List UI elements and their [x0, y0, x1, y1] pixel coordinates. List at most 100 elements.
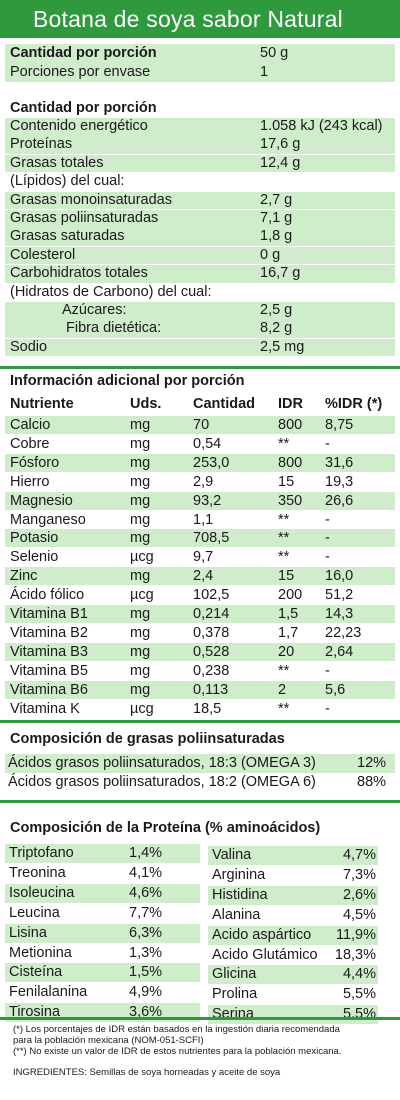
table-cell: mg — [130, 568, 151, 585]
table-cell: Zinc — [10, 568, 38, 585]
nutrition-row: (Hidratos de Carbono) del cual: — [5, 284, 395, 302]
table-cell: Vitamina B6 — [10, 681, 88, 698]
fat-label: Ácidos grasos poliinsaturados, 18:3 (OME… — [8, 755, 316, 771]
nutrient-value: 16,7 g — [260, 265, 301, 282]
table-cell: 800 — [278, 454, 303, 471]
nutrient-label: Fibra dietética: — [66, 320, 162, 337]
amino-value: 3,6% — [129, 1004, 163, 1021]
amino-row: Glicina 4,4% — [208, 965, 378, 985]
table-row: Vitamina B2 mg 0,378 1,7 22,23 — [5, 624, 395, 642]
amino-value: 1,5% — [129, 964, 163, 981]
table-cell: ** — [278, 662, 290, 679]
table-cell: Fósforo — [10, 454, 60, 471]
amino-name: Histidina — [212, 886, 268, 903]
table-cell: - — [325, 549, 330, 566]
nutrient-label: Colesterol — [10, 246, 76, 263]
table-cell: mg — [130, 417, 151, 433]
nutrition-row: Sodio 2,5 mg — [5, 338, 395, 357]
nutrient-label: (Hidratos de Carbono) del cual: — [10, 283, 212, 300]
amino-row: Serina 5,5% — [208, 1005, 378, 1025]
table-cell: 2,9 — [193, 473, 214, 490]
fat-label: Ácidos grasos poliinsaturados, 18:2 (OME… — [8, 774, 316, 790]
table-cell: 15 — [278, 473, 295, 490]
nutrition-row: Grasas saturadas 1,8 g — [5, 228, 395, 246]
table-cell: 2 — [278, 681, 287, 698]
amino-name: Serina — [212, 1006, 254, 1023]
nutrient-value: 8,2 g — [260, 320, 293, 337]
table-cell: 200 — [278, 587, 303, 604]
table-row: Magnesio mg 93,2 350 26,6 — [5, 491, 395, 510]
serving-value: 50 g — [260, 45, 289, 61]
table-cell: Calcio — [10, 417, 51, 433]
amino-row: Isoleucina 4,6% — [5, 883, 200, 903]
table-cell: 26,6 — [325, 492, 354, 509]
table-cell: 70 — [193, 417, 210, 433]
serving-row: Cantidad por porción 50 g — [5, 44, 395, 63]
nutrient-label: Sodio — [10, 338, 48, 355]
table-cell: - — [325, 511, 330, 528]
nutrition-row: Proteínas 17,6 g — [5, 136, 395, 154]
table-header: Nutriente Uds. Cantidad IDR %IDR (*) — [5, 395, 395, 414]
amino-value: 6,3% — [129, 924, 163, 941]
table-cell: Magnesio — [10, 492, 73, 509]
table-row: Vitamina B6 mg 0,113 2 5,6 — [5, 680, 395, 699]
table-cell: mg — [130, 454, 151, 471]
nutrient-label: Proteínas — [10, 136, 73, 153]
table-cell: 15 — [278, 568, 295, 585]
amino-name: Prolina — [212, 986, 258, 1003]
nutrient-value: 7,1 g — [260, 210, 293, 226]
table-cell: Ácido fólico — [10, 587, 85, 604]
serving-row: Porciones por envase 1 — [5, 63, 395, 82]
amino-value: 1,3% — [129, 944, 163, 961]
serving-value: 1 — [260, 64, 269, 80]
serving-label: Porciones por envase — [10, 64, 151, 80]
fat-row: Ácidos grasos poliinsaturados, 18:2 (OME… — [5, 773, 395, 792]
section-divider — [0, 1017, 400, 1020]
table-cell: 9,7 — [193, 549, 214, 566]
nutrient-label: Contenido energético — [10, 118, 148, 134]
table-row: Manganeso mg 1,1 ** - — [5, 511, 395, 529]
table-row: Fósforo mg 253,0 800 31,6 — [5, 453, 395, 472]
table-cell: 0,528 — [193, 643, 230, 660]
amino-row: Cisteína 1,5% — [5, 963, 200, 983]
product-title: Botana de soya sabor Natural — [0, 0, 400, 38]
table-cell: Vitamina B1 — [10, 606, 88, 622]
table-row: Vitamina B1 mg 0,214 1,5 14,3 — [5, 605, 395, 623]
table-cell: Potasio — [10, 530, 59, 547]
amino-value: 4,6% — [129, 884, 163, 901]
table-cell: 31,6 — [325, 454, 354, 471]
amino-row: Acido Glutámico 18,3% — [208, 946, 378, 965]
nutrient-value: 2,5 mg — [260, 338, 305, 355]
table-cell: Vitamina B3 — [10, 643, 88, 660]
amino-name: Arginina — [212, 866, 266, 883]
amino-name: Isoleucina — [9, 884, 75, 901]
amino-name: Cisteína — [9, 964, 63, 981]
amino-row: Acido aspártico 11,9% — [208, 925, 378, 945]
nutrient-value: 1,8 g — [260, 228, 293, 245]
table-cell: 0,238 — [193, 662, 230, 679]
table-cell: - — [325, 435, 330, 452]
amino-value: 4,9% — [129, 984, 163, 1001]
nutrient-label: Azúcares: — [62, 302, 127, 318]
amino-name: Fenilalanina — [9, 984, 88, 1001]
amino-value: 4,1% — [129, 864, 163, 881]
section-divider — [0, 800, 400, 803]
table-cell: Cobre — [10, 435, 50, 452]
table-row: Calcio mg 70 800 8,75 — [5, 416, 395, 434]
protein-title: Composición de la Proteína (% aminoácido… — [10, 820, 321, 836]
nutrient-label: Grasas totales — [10, 154, 104, 171]
table-cell: Hierro — [10, 473, 50, 490]
amino-name: Lisina — [9, 924, 47, 941]
table-cell: ** — [278, 530, 290, 547]
table-cell: - — [325, 530, 330, 547]
table-row: Selenio µcg 9,7 ** - — [5, 548, 395, 566]
table-cell: 22,23 — [325, 624, 362, 641]
amino-name: Acido aspártico — [212, 926, 312, 943]
table-row: Vitamina K µcg 18,5 ** - — [5, 700, 395, 718]
amino-value: 5,5% — [342, 986, 376, 1003]
amino-value: 11,9% — [335, 926, 376, 943]
table-cell: 253,0 — [193, 454, 230, 471]
table-cell: 350 — [278, 492, 303, 509]
table-cell: 0,54 — [193, 435, 222, 452]
amino-value: 2,6% — [342, 886, 376, 903]
